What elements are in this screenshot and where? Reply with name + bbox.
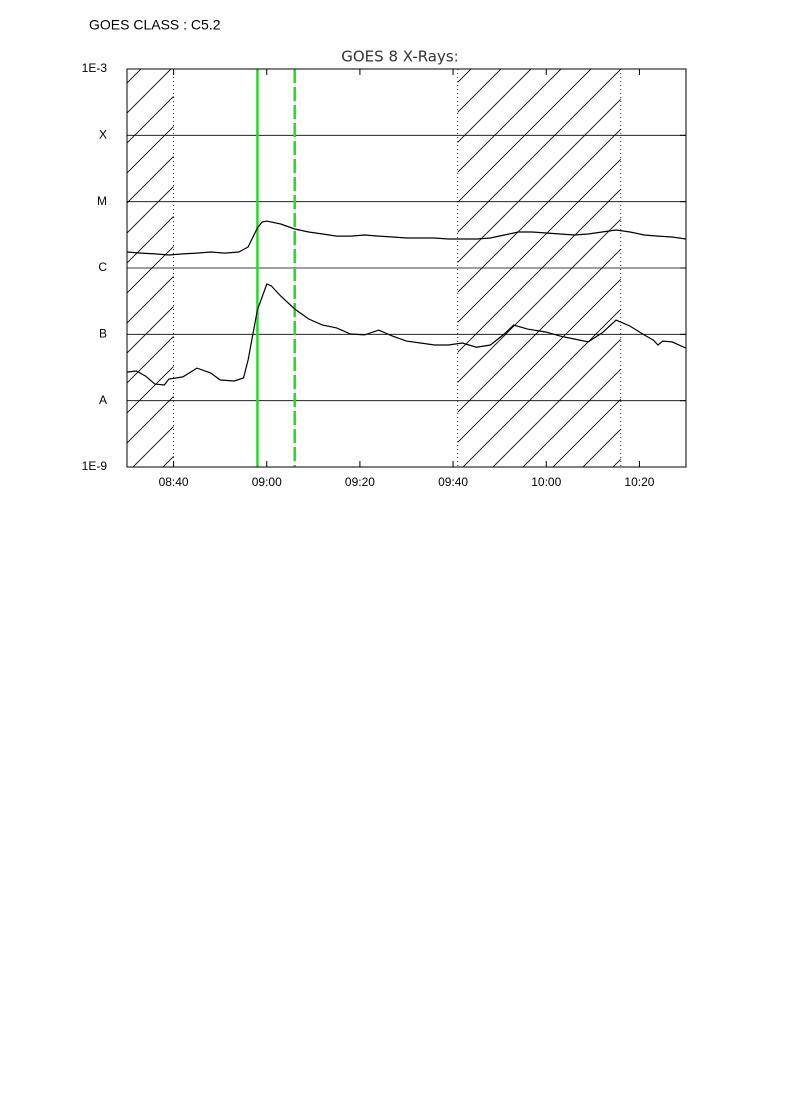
x-tick-label: 09:20 xyxy=(345,475,375,489)
x-tick-label: 09:00 xyxy=(252,475,282,489)
y-tick-label: C xyxy=(98,260,107,274)
x-tick-label: 08:40 xyxy=(159,475,189,489)
goes-class: GOES CLASS : C5.2 xyxy=(89,17,221,33)
x-tick-label: 10:00 xyxy=(531,475,561,489)
y-tick-label: 1E-9 xyxy=(82,459,108,473)
y-tick-label: 1E-3 xyxy=(82,61,108,75)
chart-title: GOES 8 X-Rays: xyxy=(341,48,458,66)
flux-line xyxy=(127,283,686,386)
flux-line xyxy=(127,220,686,256)
x-tick-label: 09:40 xyxy=(438,475,468,489)
y-tick-label: X xyxy=(99,128,107,142)
plot-frame xyxy=(126,68,687,468)
y-tick-label: A xyxy=(99,393,107,407)
y-tick-label: M xyxy=(97,194,107,208)
x-tick-label: 10:20 xyxy=(624,475,654,489)
y-tick-label: B xyxy=(99,327,107,341)
